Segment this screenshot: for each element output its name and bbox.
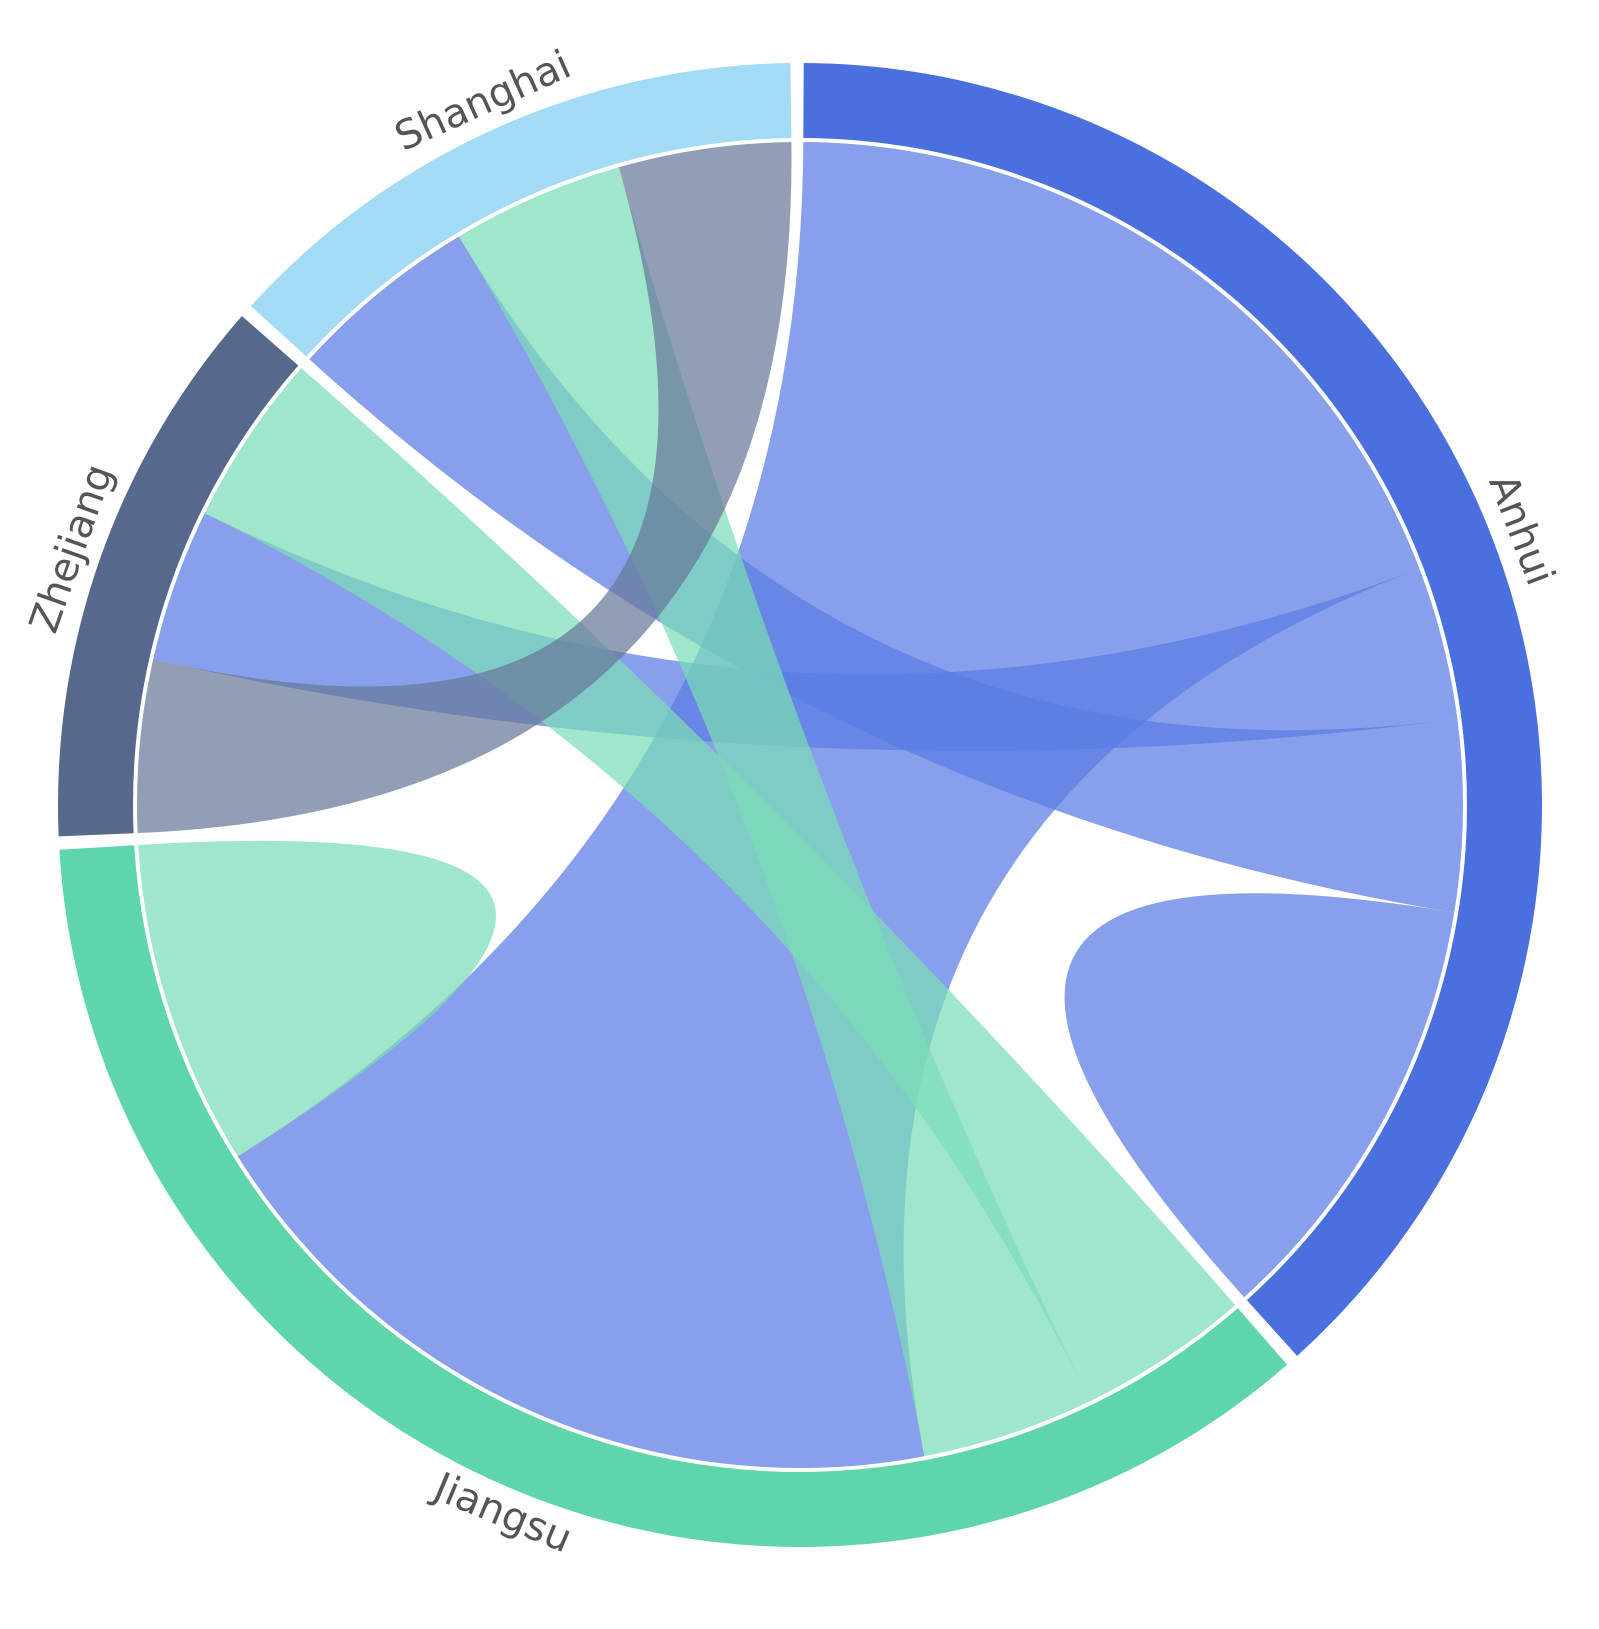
group-arc-zhejiang bbox=[57, 316, 299, 837]
ribbon-zhejiang-shanghai bbox=[136, 142, 792, 834]
ribbon-jiangsu-zhejiang bbox=[204, 368, 1236, 1402]
group-arcs bbox=[57, 63, 1542, 1547]
ribbon-anhui-shanghai bbox=[309, 236, 1463, 913]
group-arc-jiangsu bbox=[59, 845, 1288, 1547]
group-arc-anhui bbox=[803, 63, 1542, 1356]
ribbon-jiangsu-jiangsu bbox=[138, 840, 496, 1157]
ribbon-jiangsu-shanghai bbox=[458, 167, 1090, 1457]
group-arc-shanghai bbox=[250, 63, 792, 357]
ribbon-anhui-anhui bbox=[1064, 893, 1455, 1298]
ribbons bbox=[136, 142, 1463, 1469]
